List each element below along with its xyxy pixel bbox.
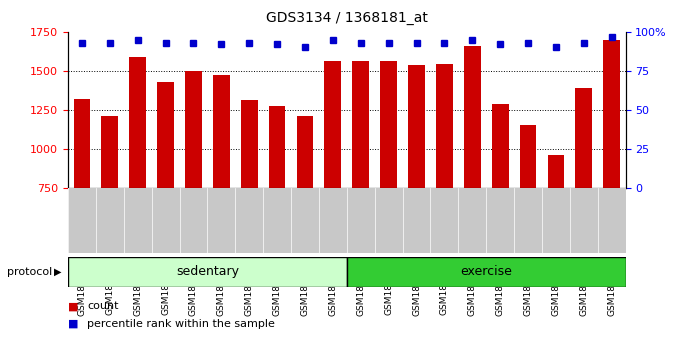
Text: percentile rank within the sample: percentile rank within the sample — [87, 319, 275, 329]
Bar — [324, 61, 341, 188]
Text: ▶: ▶ — [54, 267, 62, 277]
Text: sedentary: sedentary — [176, 265, 239, 278]
Bar — [436, 64, 453, 188]
Bar — [547, 155, 564, 188]
Text: ■: ■ — [68, 301, 78, 311]
Text: protocol: protocol — [7, 267, 52, 277]
Text: GDS3134 / 1368181_at: GDS3134 / 1368181_at — [266, 11, 428, 25]
Bar — [269, 106, 286, 188]
Bar — [213, 75, 230, 188]
Text: count: count — [87, 301, 118, 311]
Bar — [575, 88, 592, 188]
Bar — [73, 99, 90, 188]
Bar — [101, 116, 118, 188]
Bar — [408, 64, 425, 188]
Bar — [492, 103, 509, 188]
Bar — [296, 116, 313, 188]
Text: ■: ■ — [68, 319, 78, 329]
Bar — [464, 46, 481, 188]
Bar — [347, 257, 626, 287]
Bar — [241, 101, 258, 188]
Bar — [520, 125, 537, 188]
Bar — [68, 257, 347, 287]
Bar — [603, 40, 620, 188]
Bar — [380, 61, 397, 188]
Bar — [157, 82, 174, 188]
Bar — [185, 71, 202, 188]
Bar — [352, 61, 369, 188]
Bar — [129, 57, 146, 188]
Text: exercise: exercise — [460, 265, 512, 278]
